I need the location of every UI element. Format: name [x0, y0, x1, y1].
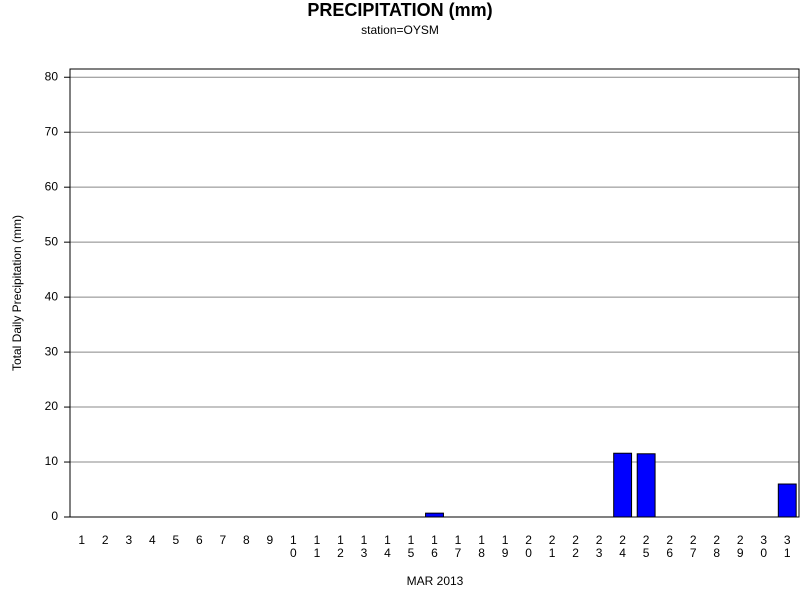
x-tick-label: 5 [172, 533, 179, 547]
x-tick-label: 4 [149, 533, 156, 547]
y-tick-label: 50 [45, 234, 59, 248]
y-tick-label: 30 [45, 344, 59, 358]
y-axis-label: Total Daily Precipitation (mm) [10, 215, 24, 371]
bar [777, 483, 797, 518]
y-tick-label: 80 [45, 69, 59, 83]
x-tick-label: 2 [102, 533, 109, 547]
chart-subtitle: station=OYSM [361, 23, 439, 37]
y-tick-label: 70 [45, 124, 59, 138]
chart-title: PRECIPITATION (mm) [307, 0, 492, 20]
y-tick-label: 60 [45, 179, 59, 193]
x-tick-label: 6 [196, 533, 203, 547]
x-tick-label: 1 [78, 533, 85, 547]
x-tick-label: 8 [243, 533, 250, 547]
bar [425, 512, 444, 518]
x-tick-label: 3 [125, 533, 132, 547]
x-axis-label: MAR 2013 [407, 574, 464, 588]
plot-frame [69, 68, 800, 518]
y-tick-label: 20 [45, 399, 59, 413]
y-tick-label: 10 [45, 454, 59, 468]
x-tick-label: 7 [220, 533, 227, 547]
bar [613, 452, 633, 518]
x-tick-label: 9 [267, 533, 274, 547]
y-tick-label: 40 [45, 289, 59, 303]
bar [636, 453, 656, 518]
y-tick-label: 0 [51, 509, 58, 523]
